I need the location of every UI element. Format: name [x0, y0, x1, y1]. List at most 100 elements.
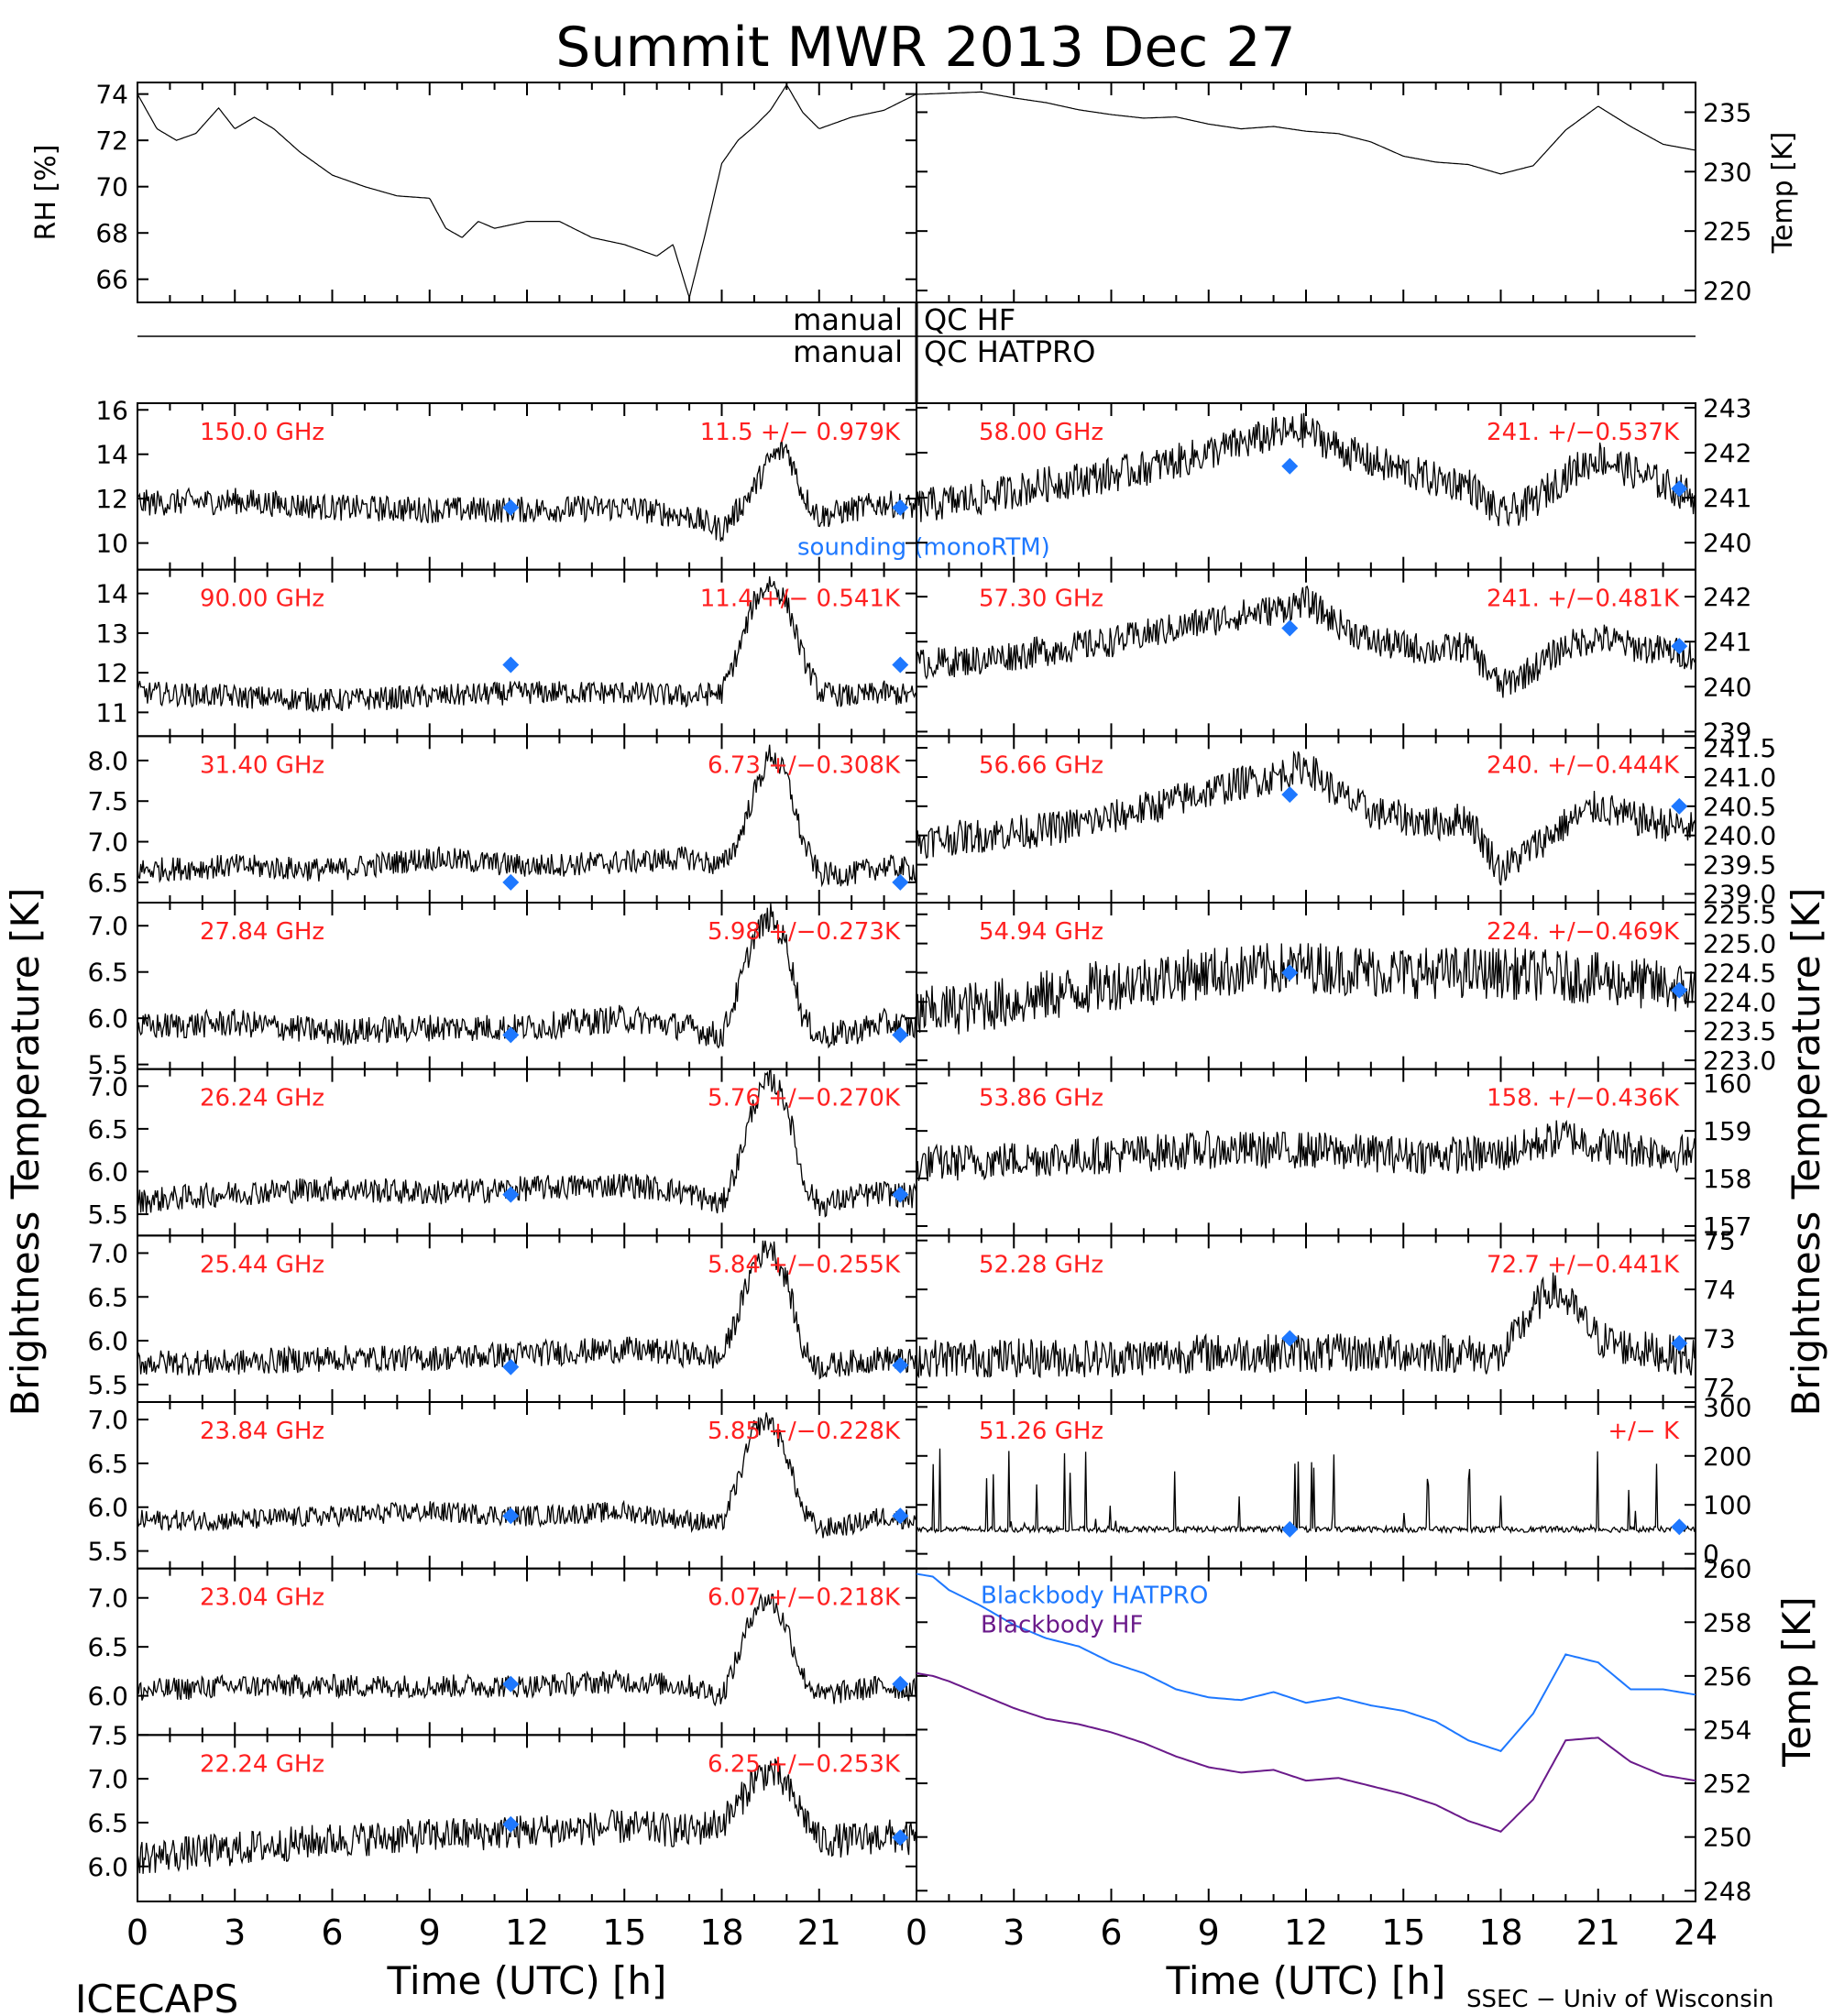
y-tick-label: 6.0: [87, 1493, 128, 1523]
channel-label: 23.84 GHz: [200, 1418, 324, 1445]
channel-stat: 6.07 +/−0.218K: [708, 1584, 901, 1612]
sounding-marker: [1281, 1520, 1299, 1538]
legend-entry: Blackbody HATPRO: [981, 1583, 1208, 1610]
data-trace: [137, 903, 917, 1049]
y-tick-label: 7.0: [87, 911, 128, 941]
y-tick-label: 72: [1703, 1373, 1736, 1403]
y-tick-label: 7.0: [87, 1071, 128, 1101]
y-tick-label: 16: [95, 395, 128, 425]
y-tick-label: 5.5: [87, 1050, 128, 1080]
footer-right-label: SSEC − Univ of Wisconsin: [1466, 1986, 1773, 2013]
x-tick-label: 12: [505, 1912, 549, 1953]
data-trace: [916, 412, 1696, 528]
channel-stat: 6.25 +/−0.253K: [708, 1750, 901, 1778]
channel-label: 27.84 GHz: [200, 918, 324, 946]
y-tick-label: 11: [95, 697, 128, 728]
x-tick-label: 9: [1198, 1912, 1220, 1953]
x-tick-label: 6: [321, 1912, 343, 1953]
data-trace: [137, 575, 917, 713]
data-trace: [137, 439, 917, 542]
panel-frame: [916, 82, 1696, 303]
x-tick-label: 15: [602, 1912, 646, 1953]
y-tick-label: 239.5: [1703, 850, 1776, 881]
y-tick-label: 241.5: [1703, 733, 1776, 763]
x-tick-label: 18: [1478, 1912, 1522, 1953]
y-tick-label: 240: [1703, 672, 1751, 702]
channel-stat: 224. +/−0.469K: [1487, 918, 1680, 946]
x-tick-label: 24: [1674, 1912, 1718, 1953]
y-tick-label: 6.5: [87, 1282, 128, 1312]
y-tick-label: 66: [95, 265, 128, 295]
x-tick-label: 0: [126, 1912, 148, 1953]
y-tick-label: 159: [1703, 1116, 1751, 1146]
rh-axis-label: RH [%]: [30, 145, 62, 241]
blackbody-series-line: [916, 1572, 1696, 1753]
sounding-marker: [502, 1358, 520, 1375]
y-tick-label: 6.5: [87, 958, 128, 988]
channel-stat: 11.5 +/− 0.979K: [700, 419, 901, 446]
x-tick-label: 9: [419, 1912, 441, 1953]
y-tick-label: 240.0: [1703, 821, 1776, 851]
sounding-marker: [892, 1186, 909, 1203]
y-tick-label: 5.5: [87, 1537, 128, 1567]
y-tick-label: 223.5: [1703, 1016, 1776, 1046]
sounding-marker: [892, 1507, 909, 1525]
y-tick-label: 5.5: [87, 1370, 128, 1400]
sounding-marker: [502, 1675, 520, 1693]
blackbody-axis-label: Temp [K]: [1774, 1596, 1819, 1768]
data-trace: [916, 751, 1696, 886]
sounding-marker: [1281, 786, 1299, 804]
y-tick-label: 252: [1703, 1769, 1751, 1799]
y-tick-label: 7.0: [87, 1238, 128, 1268]
data-trace: [916, 585, 1696, 698]
channel-label: 90.00 GHz: [200, 586, 324, 613]
y-tick-label: 7.0: [87, 1583, 128, 1614]
channel-stat: 6.73 +/−0.308K: [708, 751, 901, 779]
channel-stat: 5.84 +/−0.255K: [708, 1251, 901, 1278]
channel-label: 54.94 GHz: [979, 918, 1103, 946]
data-trace: [137, 1759, 917, 1874]
sounding-marker: [1671, 638, 1688, 655]
y-tick-label: 225: [1703, 216, 1751, 247]
channel-label: 25.44 GHz: [200, 1251, 324, 1278]
right-brightness-axis-label: Brightness Temperature [K]: [1784, 888, 1828, 1417]
qc-manual-hf: manual: [793, 302, 903, 337]
y-tick-label: 224.0: [1703, 987, 1776, 1017]
y-tick-label: 254: [1703, 1715, 1751, 1745]
channel-stat: 5.98 +/−0.273K: [708, 918, 901, 946]
y-tick-label: 241: [1703, 627, 1751, 657]
y-tick-label: 73: [1703, 1324, 1736, 1354]
y-tick-label: 10: [95, 529, 128, 559]
sounding-marker: [892, 1675, 909, 1693]
qc-hf-label: QC HF: [924, 302, 1015, 337]
x-axis-label-right: Time (UTC) [h]: [1166, 1958, 1446, 2003]
data-trace: [916, 1272, 1696, 1379]
sounding-marker: [502, 1026, 520, 1044]
legend-entry: Blackbody HF: [981, 1612, 1143, 1639]
y-tick-label: 6.5: [87, 1449, 128, 1479]
y-tick-label: 12: [95, 658, 128, 688]
channel-label: 56.66 GHz: [979, 751, 1103, 779]
sounding-marker: [1671, 797, 1688, 815]
sounding-marker: [1281, 457, 1299, 475]
data-trace: [916, 91, 1696, 175]
data-trace: [137, 1593, 917, 1707]
channel-label: 58.00 GHz: [979, 419, 1103, 446]
x-tick-label: 6: [1100, 1912, 1122, 1953]
y-tick-label: 241.0: [1703, 762, 1776, 793]
sounding-marker: [502, 1186, 520, 1203]
y-tick-label: 7.0: [87, 827, 128, 858]
y-tick-label: 72: [95, 126, 128, 156]
channel-stat: 72.7 +/−0.441K: [1487, 1251, 1680, 1278]
y-tick-label: 157: [1703, 1211, 1751, 1242]
x-tick-label: 21: [1576, 1912, 1620, 1953]
qc-hatpro-label: QC HATPRO: [924, 334, 1095, 369]
y-tick-label: 6.5: [87, 1114, 128, 1145]
channel-stat: 158. +/−0.436K: [1487, 1085, 1680, 1112]
sounding-marker: [502, 1507, 520, 1525]
channel-stat: 11.4 +/− 0.541K: [700, 586, 901, 613]
y-tick-label: 12: [95, 484, 128, 514]
y-tick-label: 158: [1703, 1164, 1751, 1194]
channel-stat: 241. +/−0.481K: [1487, 586, 1680, 613]
sounding-marker: [892, 1829, 909, 1846]
